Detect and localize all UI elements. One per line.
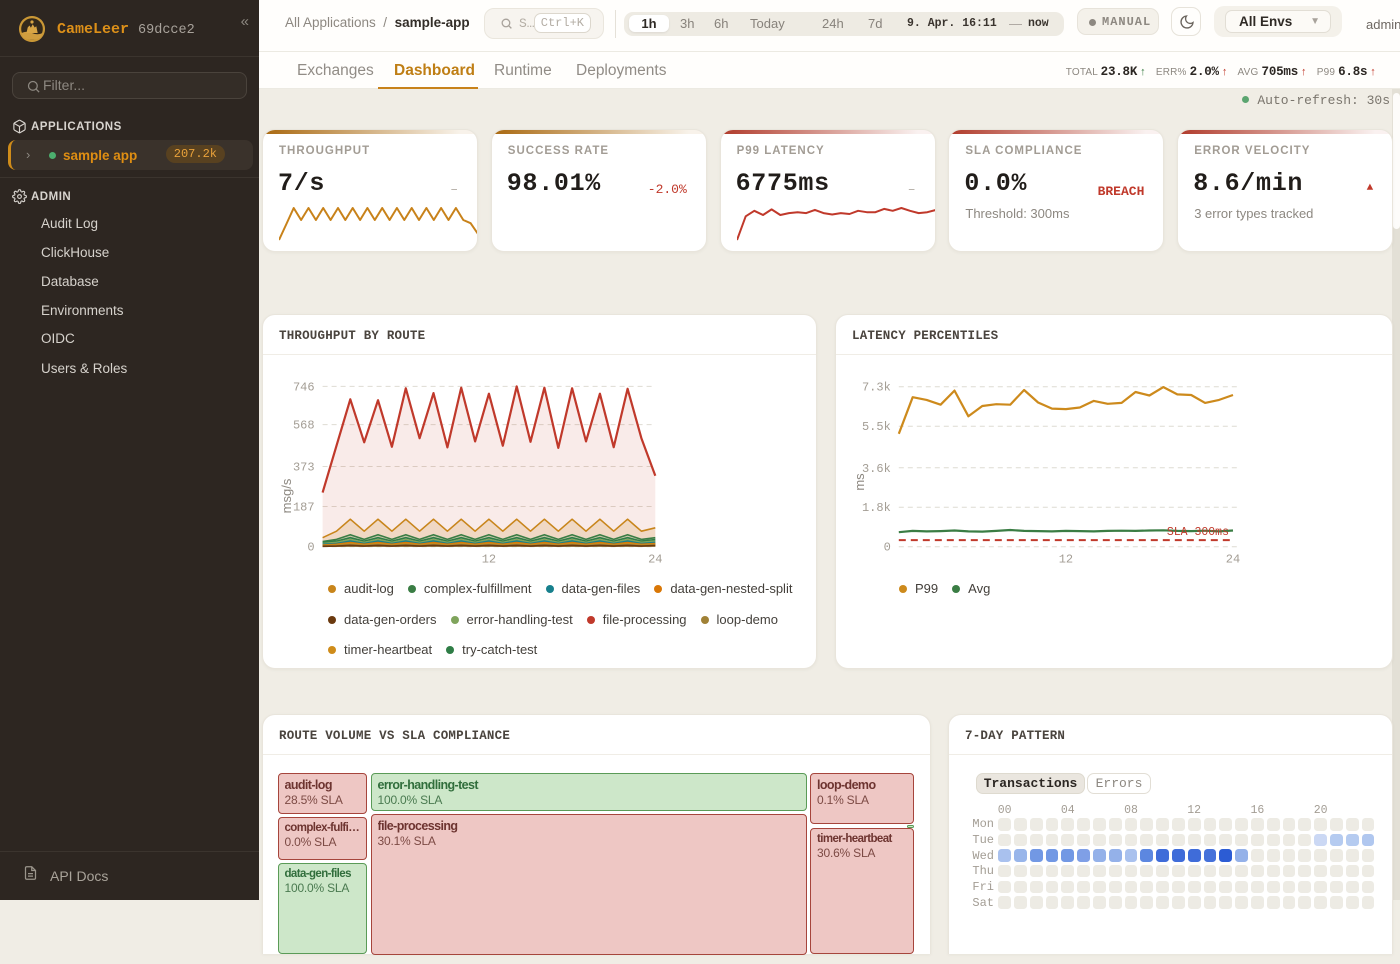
svg-text:24: 24 — [1226, 553, 1240, 567]
svg-text:12: 12 — [482, 553, 496, 567]
svg-text:5.5k: 5.5k — [862, 420, 891, 434]
svg-text:746: 746 — [293, 380, 315, 394]
svg-text:0: 0 — [307, 541, 314, 555]
svg-text:24: 24 — [648, 553, 662, 567]
svg-text:SLA 300ms: SLA 300ms — [1167, 526, 1229, 539]
svg-text:373: 373 — [293, 460, 315, 474]
svg-text:12: 12 — [1059, 553, 1073, 567]
svg-text:msg/s: msg/s — [279, 478, 294, 513]
svg-text:568: 568 — [293, 418, 315, 432]
svg-text:1.8k: 1.8k — [862, 501, 891, 515]
svg-text:7.3k: 7.3k — [862, 381, 891, 395]
svg-text:3.6k: 3.6k — [862, 462, 891, 476]
svg-text:187: 187 — [293, 500, 315, 514]
svg-text:0: 0 — [884, 541, 891, 555]
svg-text:ms: ms — [852, 473, 867, 491]
